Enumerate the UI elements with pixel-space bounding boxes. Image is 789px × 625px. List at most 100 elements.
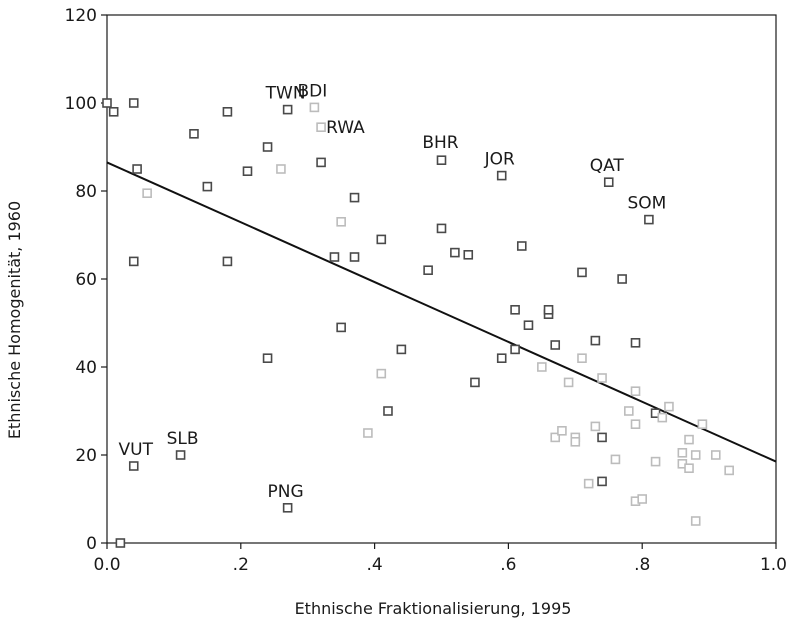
data-point — [677, 447, 688, 458]
data-point — [376, 368, 387, 379]
data-point — [309, 102, 320, 113]
data-point — [510, 344, 520, 355]
data-point — [644, 214, 654, 225]
data-point — [630, 337, 641, 348]
data-point — [496, 170, 507, 181]
data-point — [697, 419, 708, 430]
data-point — [189, 129, 199, 139]
point-label-rwa: RWA — [326, 118, 365, 138]
data-point — [624, 406, 634, 416]
data-point — [222, 256, 233, 267]
data-point — [108, 107, 119, 117]
data-point — [436, 223, 447, 234]
data-point — [510, 304, 520, 315]
data-point — [376, 234, 387, 245]
data-point — [563, 377, 574, 388]
data-point — [175, 450, 186, 460]
data-point — [463, 250, 474, 260]
data-point — [690, 516, 701, 526]
data-point — [423, 265, 433, 276]
regression-line-group — [106, 161, 777, 463]
y-tick-label: 0 — [86, 534, 97, 554]
data-point — [202, 181, 213, 192]
x-tick-label: 0.0 — [93, 555, 120, 575]
data-point — [603, 177, 614, 187]
data-point — [383, 406, 393, 416]
data-point — [597, 432, 607, 443]
data-point — [102, 98, 112, 108]
data-point — [630, 419, 641, 430]
point-label-qat: QAT — [590, 156, 625, 176]
data-point — [450, 247, 460, 258]
y-tick-label: 120 — [65, 6, 97, 26]
point-label-twn: TWN — [265, 84, 306, 104]
x-tick-label: .4 — [366, 555, 382, 575]
points-group — [102, 98, 734, 548]
data-point — [329, 252, 340, 262]
data-point — [570, 436, 581, 447]
data-point — [470, 377, 480, 388]
data-point — [316, 157, 326, 168]
data-point — [336, 322, 346, 333]
data-point — [550, 340, 561, 350]
data-point — [590, 421, 601, 432]
x-tick-label: .6 — [500, 555, 516, 575]
data-point — [650, 456, 661, 467]
data-point — [262, 142, 273, 152]
data-point — [543, 304, 554, 315]
data-point — [637, 494, 648, 504]
data-point — [577, 267, 587, 278]
data-point — [496, 353, 507, 364]
x-tick-label: 1.0 — [760, 555, 787, 575]
y-tick-label: 80 — [75, 182, 97, 202]
data-point — [630, 386, 641, 397]
data-point — [132, 164, 142, 174]
y-axis-title: Ethnische Homogenität, 1960 — [5, 201, 24, 439]
data-point — [597, 373, 607, 383]
data-point — [282, 104, 293, 115]
data-point — [684, 463, 694, 474]
data-point — [690, 450, 701, 460]
data-point — [128, 98, 139, 108]
regression-line — [106, 161, 777, 463]
point-label-jor: JOR — [484, 150, 515, 170]
point-label-som: SOM — [627, 194, 666, 214]
x-tick-label: .2 — [233, 555, 249, 575]
data-point — [316, 122, 326, 132]
data-point — [577, 353, 587, 364]
data-point — [436, 155, 447, 165]
y-tick-label: 40 — [75, 358, 97, 378]
data-point — [537, 362, 547, 372]
data-point — [516, 241, 527, 251]
x-tick-label: .8 — [634, 555, 650, 575]
data-point — [115, 538, 126, 548]
data-point — [590, 335, 601, 346]
data-point — [583, 478, 594, 489]
data-point — [282, 502, 293, 513]
axes: 0 20 40 60 80 100 120 0.0 .2 .4 .6 .8 1.0 — [65, 6, 787, 575]
data-point — [262, 353, 273, 364]
plot-frame — [106, 14, 777, 544]
data-point — [363, 428, 373, 438]
data-point — [657, 412, 668, 423]
point-label-bhr: BHR — [422, 133, 458, 153]
point-label-vut: VUT — [119, 440, 154, 460]
data-point — [128, 256, 139, 267]
data-point — [349, 192, 360, 203]
data-point — [336, 217, 346, 227]
data-point — [557, 425, 567, 436]
data-point — [724, 465, 734, 476]
data-point — [128, 461, 139, 471]
data-point — [142, 188, 152, 198]
point-label-bdi: BDI — [297, 81, 327, 101]
data-point — [617, 274, 627, 284]
data-point — [550, 432, 561, 443]
data-point — [610, 454, 621, 465]
data-point — [664, 401, 674, 412]
data-point — [222, 107, 233, 117]
data-point — [276, 164, 286, 174]
data-point — [710, 450, 721, 460]
data-point — [597, 476, 607, 487]
